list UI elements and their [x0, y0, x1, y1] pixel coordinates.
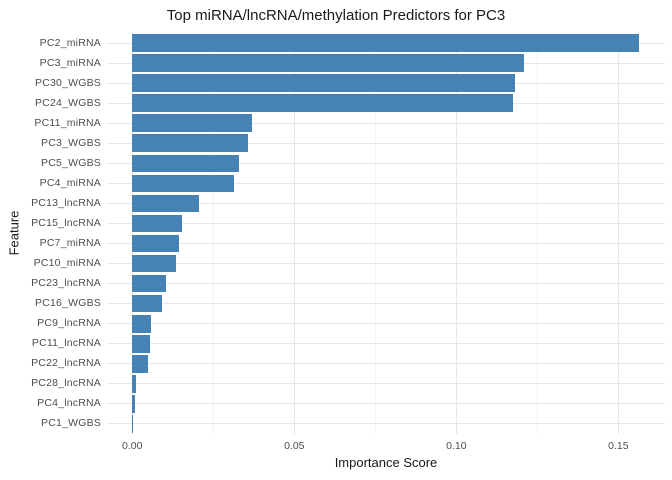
y-tick-label: PC2_miRNA — [39, 36, 101, 49]
bar — [132, 114, 252, 133]
bar — [132, 355, 148, 373]
x-tick-label: 0.05 — [284, 440, 305, 452]
bar — [132, 234, 179, 253]
gridline-horizontal — [107, 423, 665, 425]
gridline-horizontal — [107, 403, 665, 405]
y-tick-label: PC15_lncRNA — [31, 216, 101, 229]
gridline-horizontal — [107, 182, 665, 184]
gridline-horizontal — [107, 343, 665, 345]
y-tick-label: PC1_WGBS — [41, 417, 101, 430]
gridline-minor-vertical — [536, 33, 538, 434]
x-tick-label: 0.15 — [608, 440, 629, 452]
gridline-major-vertical — [617, 33, 619, 434]
bar — [132, 294, 163, 313]
y-axis-labels: PC2_miRNA PC3_miRNA PC30_WGBS PC24_WGBS PC11… — [0, 33, 101, 434]
bar — [132, 174, 234, 193]
gridline-horizontal — [107, 303, 665, 305]
bar — [132, 214, 182, 233]
bar — [132, 334, 150, 353]
bar — [132, 94, 513, 112]
y-tick-label: PC28_lncRNA — [31, 377, 101, 390]
y-tick-label: PC24_WGBS — [35, 96, 101, 109]
y-tick-label: PC3_WGBS — [41, 136, 101, 149]
x-tick-label: 0.00 — [122, 440, 143, 452]
y-tick-label: PC30_WGBS — [35, 76, 101, 89]
gridline-major-vertical — [455, 33, 457, 434]
gridline-major-vertical — [131, 33, 133, 434]
plot-panel — [107, 33, 665, 434]
bar — [132, 395, 135, 413]
y-tick-label: PC22_lncRNA — [31, 357, 101, 370]
bar — [132, 34, 640, 52]
gridline-horizontal — [107, 222, 665, 224]
gridline-major-vertical — [293, 33, 295, 434]
gridline-horizontal — [107, 202, 665, 204]
gridline-horizontal — [107, 263, 665, 265]
bar — [132, 194, 200, 213]
x-tick-label: 0.10 — [446, 440, 467, 452]
bar — [132, 134, 248, 153]
gridline-horizontal — [107, 283, 665, 285]
bar — [132, 74, 515, 92]
y-tick-label: PC11_miRNA — [34, 116, 101, 129]
y-tick-label: PC13_lncRNA — [31, 196, 101, 209]
chart-title: Top miRNA/lncRNA/methylation Predictors … — [166, 7, 506, 24]
gridline-horizontal — [107, 383, 665, 385]
bar — [132, 254, 176, 273]
y-tick-label: PC4_lncRNA — [37, 397, 101, 410]
bar — [132, 274, 167, 293]
gridline-horizontal — [107, 243, 665, 245]
gridline-horizontal — [107, 142, 665, 144]
y-tick-label: PC4_miRNA — [39, 176, 101, 189]
gridline-minor-vertical — [212, 33, 214, 434]
bar — [132, 375, 137, 393]
y-tick-label: PC5_WGBS — [41, 156, 101, 169]
gridline-horizontal — [107, 363, 665, 365]
bar — [132, 154, 239, 173]
gridline-minor-vertical — [374, 33, 376, 434]
y-tick-label: PC10_miRNA — [33, 257, 101, 270]
y-tick-label: PC16_WGBS — [35, 297, 101, 310]
x-axis-title: Importance Score — [334, 455, 438, 470]
bar — [132, 54, 525, 72]
gridline-horizontal — [107, 162, 665, 164]
y-tick-label: PC9_lncRNA — [37, 317, 101, 330]
y-tick-label: PC23_lncRNA — [31, 277, 101, 290]
y-tick-label: PC7_miRNA — [39, 237, 101, 250]
gridline-horizontal — [107, 323, 665, 325]
bar — [132, 415, 133, 433]
y-tick-label: PC3_miRNA — [39, 56, 101, 69]
bar — [132, 314, 151, 333]
y-tick-label: PC11_lncRNA — [31, 337, 101, 350]
gridline-horizontal — [107, 122, 665, 124]
